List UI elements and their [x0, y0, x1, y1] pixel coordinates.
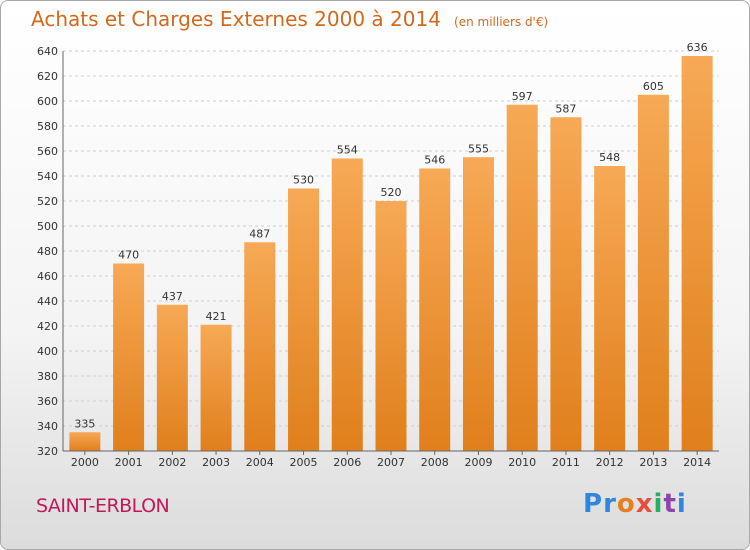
logo-letter: P [583, 489, 604, 519]
bar-2008 [419, 168, 451, 451]
bar-2007 [375, 201, 407, 451]
data-label-2010: 597 [512, 90, 533, 103]
x-tick-label-2010: 2010 [508, 456, 536, 469]
x-tick-label-2003: 2003 [202, 456, 230, 469]
y-tick-label: 340 [37, 420, 58, 433]
y-tick-label: 540 [37, 170, 58, 183]
bar-layer [69, 56, 713, 451]
x-tick-label-2012: 2012 [596, 456, 624, 469]
data-label-2001: 470 [118, 249, 139, 262]
x-tick-label-2014: 2014 [683, 456, 711, 469]
axis-layer: 320 340 360 380 400 420 440 460 480 500 520 540 560 5… [37, 45, 719, 469]
x-tick-label-2008: 2008 [421, 456, 449, 469]
y-tick-label: 600 [37, 95, 58, 108]
x-tick-label-2004: 2004 [246, 456, 274, 469]
logo-letter: t [663, 489, 677, 519]
data-label-2007: 520 [381, 186, 402, 199]
chart-subtitle: (en milliers d'€) [454, 15, 549, 29]
y-tick-label: 580 [37, 120, 58, 133]
y-tick-label: 360 [37, 395, 58, 408]
bar-2006 [331, 158, 363, 451]
data-label-2006: 554 [337, 144, 358, 157]
y-tick-label: 320 [37, 445, 58, 458]
bar-2000 [69, 432, 101, 451]
city-name: SAINT-ERBLON [36, 495, 170, 517]
data-label-2005: 530 [293, 174, 314, 187]
y-tick-label: 380 [37, 370, 58, 383]
y-tick-label: 620 [37, 70, 58, 83]
data-label-2011: 587 [555, 102, 576, 115]
x-tick-label-2009: 2009 [464, 456, 492, 469]
data-label-2002: 437 [162, 290, 183, 303]
proxiti-logo[interactable]: Proxiti [583, 489, 687, 519]
data-label-2009: 555 [468, 142, 489, 155]
bar-2003 [200, 324, 232, 451]
y-tick-label: 420 [37, 320, 58, 333]
chart-title: Achats et Charges Externes 2000 à 2014 (… [31, 7, 548, 31]
data-label-2003: 421 [206, 310, 227, 323]
bar-2001 [113, 263, 145, 451]
data-label-2013: 605 [643, 80, 664, 93]
logo-letter: x [635, 489, 654, 519]
bar-2013 [637, 94, 669, 451]
y-tick-label: 460 [37, 270, 58, 283]
bar-2005 [288, 188, 320, 451]
data-label-2008: 546 [424, 154, 445, 167]
logo-letter: o [616, 489, 636, 519]
bar-2004 [244, 242, 276, 451]
bar-2011 [550, 117, 582, 451]
y-tick-label: 400 [37, 345, 58, 358]
label-layer: 335 470 437 421 487 530 554 520 546 555 597 587 548 6… [74, 41, 707, 430]
bar-2010 [506, 104, 538, 451]
bar-2009 [462, 157, 494, 451]
x-tick-label-2002: 2002 [158, 456, 186, 469]
logo-letter: i [653, 489, 664, 519]
x-tick-label-2001: 2001 [115, 456, 143, 469]
x-tick-label-2007: 2007 [377, 456, 405, 469]
bar-2012 [594, 166, 626, 451]
data-label-2004: 487 [249, 227, 270, 240]
x-tick-label-2011: 2011 [552, 456, 580, 469]
y-tick-label: 520 [37, 195, 58, 208]
x-tick-label-2005: 2005 [290, 456, 318, 469]
x-tick-label-2006: 2006 [333, 456, 361, 469]
data-label-2012: 548 [599, 151, 620, 164]
x-tick-label-2013: 2013 [639, 456, 667, 469]
bar-2002 [156, 304, 188, 451]
data-label-2000: 335 [74, 417, 95, 430]
y-tick-label: 500 [37, 220, 58, 233]
logo-letter: r [603, 489, 617, 519]
y-tick-label: 440 [37, 295, 58, 308]
x-tick-label-2000: 2000 [71, 456, 99, 469]
data-label-2014: 636 [687, 41, 708, 54]
bar-2014 [681, 56, 713, 451]
y-tick-label: 560 [37, 145, 58, 158]
chart-title-text: Achats et Charges Externes 2000 à 2014 [31, 7, 441, 31]
y-tick-label: 480 [37, 245, 58, 258]
y-tick-label: 640 [37, 45, 58, 58]
logo-letter: i [676, 489, 687, 519]
